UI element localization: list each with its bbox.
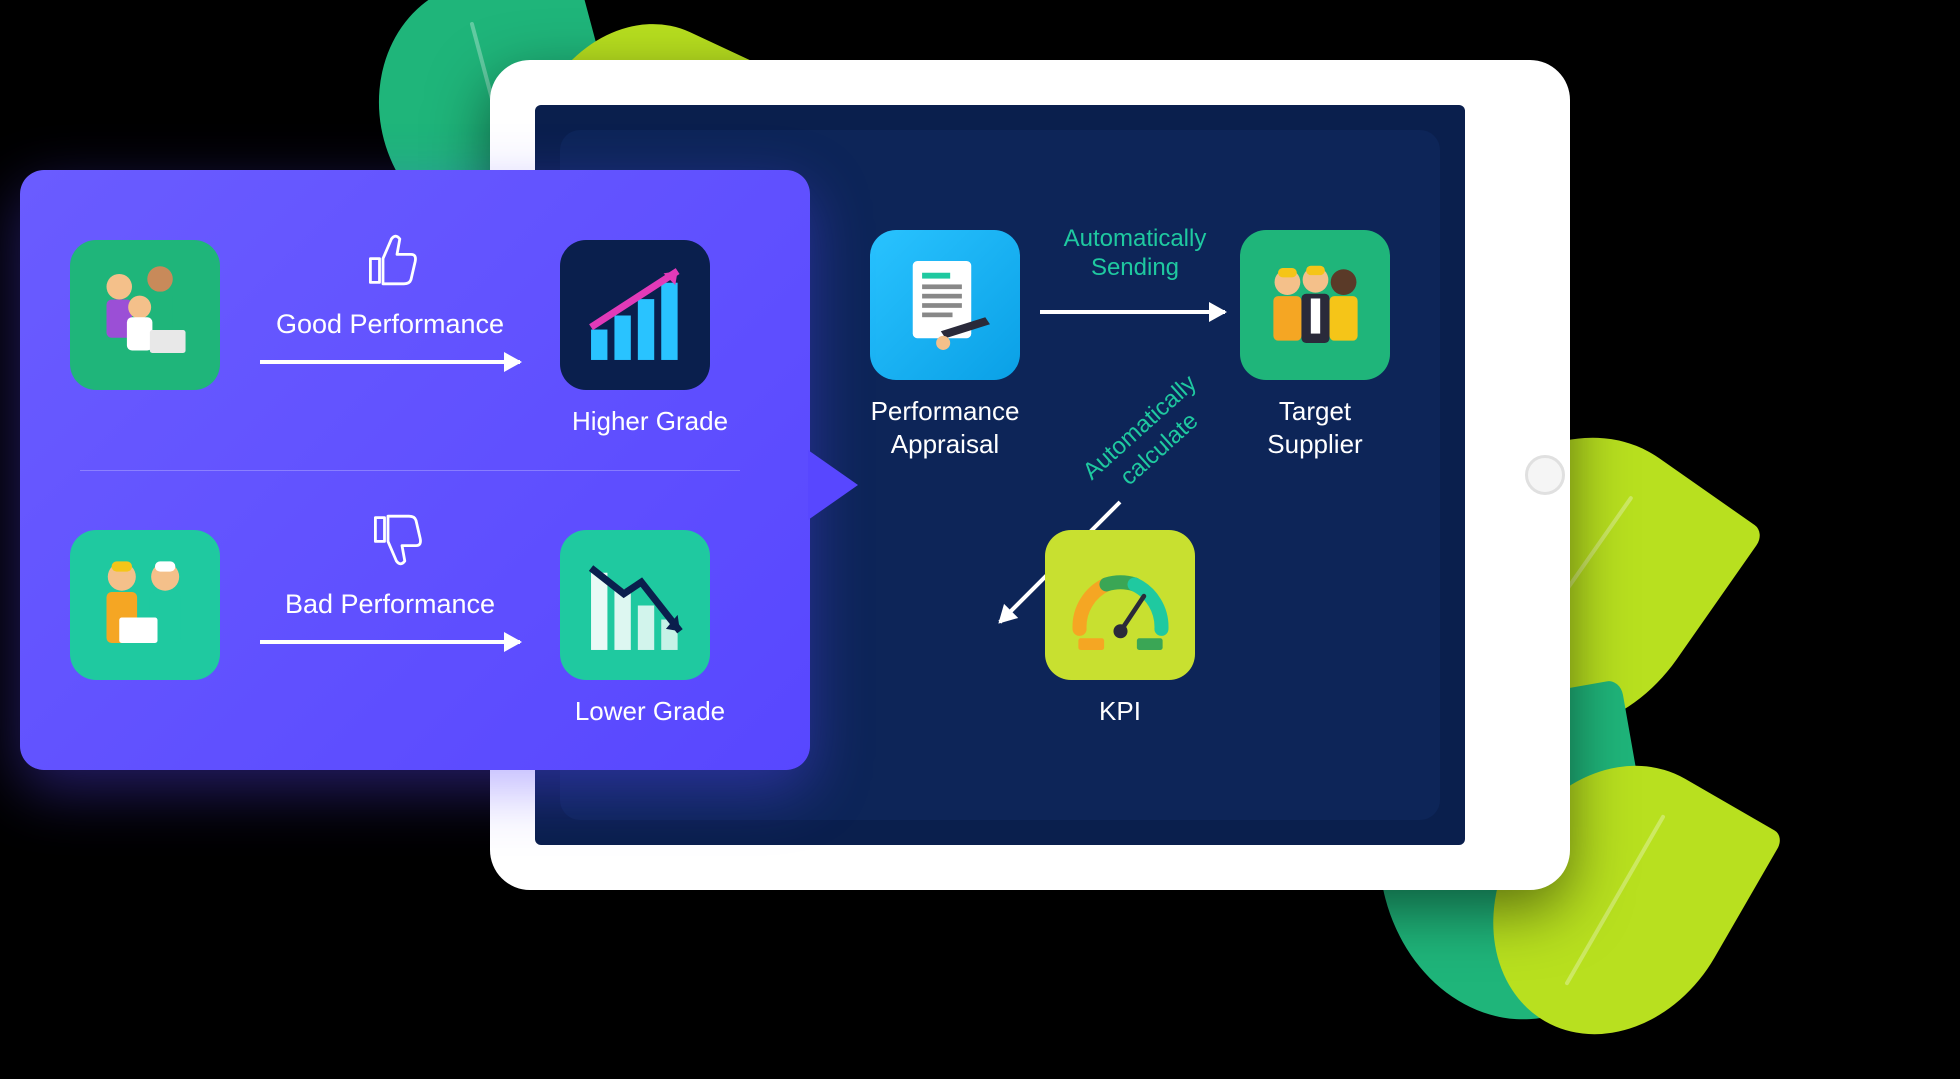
tile-appraisal	[870, 230, 1020, 380]
label-bad-performance: Bad Performance	[250, 588, 530, 622]
label-appraisal: Performance Appraisal	[835, 395, 1055, 460]
callout-pointer	[808, 450, 858, 520]
label-good-performance: Good Performance	[250, 308, 530, 342]
tile-bad-grade	[560, 530, 710, 680]
card-divider	[80, 470, 740, 471]
label-good-grade: Higher Grade	[560, 405, 740, 438]
label-supplier: Target Supplier	[1230, 395, 1400, 460]
tile-good-grade	[560, 240, 710, 390]
flow-arrow	[1040, 310, 1225, 314]
tile-kpi	[1045, 530, 1195, 680]
arrow-good	[260, 360, 520, 364]
label-kpi: KPI	[1060, 695, 1180, 728]
tile-bad-team	[70, 530, 220, 680]
label-bad-grade: Lower Grade	[560, 695, 740, 728]
thumb-down-icon	[360, 505, 430, 575]
arrow-bad	[260, 640, 520, 644]
tile-supplier	[1240, 230, 1390, 380]
tablet-home-button	[1525, 455, 1565, 495]
flow-edge-label: Automatically Sending	[1045, 225, 1225, 283]
thumb-up-icon	[355, 225, 425, 295]
tile-good-team	[70, 240, 220, 390]
